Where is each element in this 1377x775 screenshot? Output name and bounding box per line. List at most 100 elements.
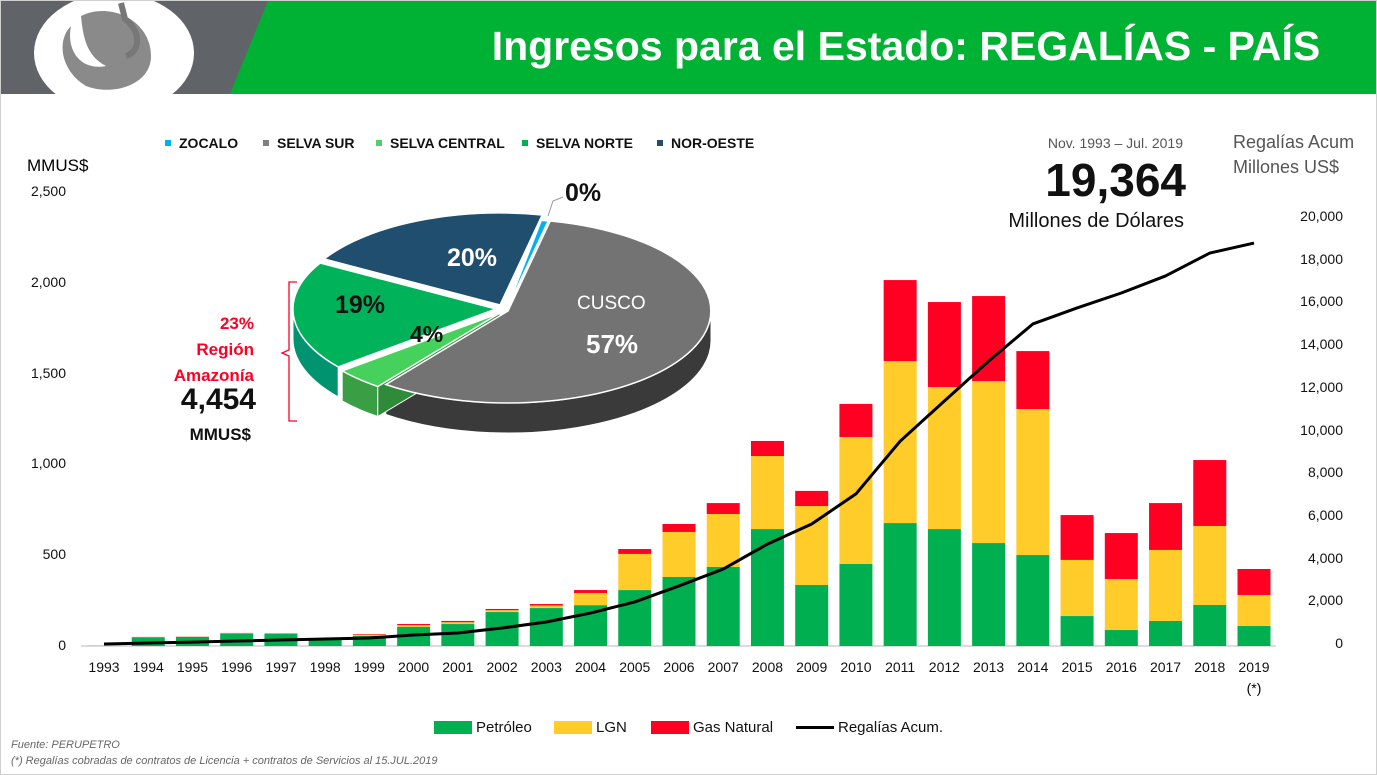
- bar-gas-natural-2006: [662, 523, 696, 532]
- bar-lgn-2007: [706, 513, 740, 568]
- x-tick-label: 2016: [1105, 659, 1137, 675]
- bar-petróleo-2015: [1060, 616, 1094, 646]
- x-tick-label: 2007: [707, 659, 739, 675]
- x-tick-label: 2017: [1149, 659, 1182, 675]
- legend-swatch: [522, 140, 528, 146]
- bar-gas-natural-1999: [352, 634, 386, 635]
- x-tick-label: 1996: [221, 659, 253, 675]
- bar-lgn-2001: [441, 622, 475, 625]
- x-tick-label: 1994: [132, 659, 164, 675]
- legend-swatch: [651, 721, 689, 734]
- y2-tick-label: 16,000: [1300, 293, 1343, 310]
- source-note: Fuente: PERUPETRO: [11, 739, 120, 751]
- y-axis-title: MMUS$: [27, 156, 89, 175]
- pie-slice-selva-norte: [292, 262, 499, 368]
- pie-legend-item: SELVA SUR: [263, 135, 355, 151]
- legend-swatch: [434, 721, 472, 734]
- bar-lgn-2014: [1016, 409, 1050, 556]
- pie-slice-zocalo: [505, 219, 550, 312]
- y-tick-label: 1,500: [30, 364, 66, 381]
- x-tick-label: 2002: [486, 659, 518, 675]
- footnote: (*) Regalías cobradas de contratos de Li…: [11, 755, 438, 767]
- x-tick-label: 2006: [663, 659, 695, 675]
- bar-petróleo-2010: [839, 563, 873, 646]
- x-tick-label: 2014: [1017, 659, 1049, 675]
- x-tick-label: 1993: [88, 659, 120, 675]
- pie-label-selva-central: 4%: [410, 321, 444, 347]
- amazonia-line2: Amazonía: [173, 366, 254, 385]
- bar-lgn-2012: [927, 387, 961, 530]
- bar-petróleo-1998: [308, 638, 342, 646]
- bar-gas-natural-2010: [839, 403, 873, 437]
- bar-gas-natural-2019: [1237, 569, 1271, 595]
- bar-petróleo-2009: [795, 584, 829, 646]
- bar-petróleo-2017: [1149, 620, 1183, 646]
- bar-petróleo-2014: [1016, 555, 1050, 646]
- pie-slice-cusco: [384, 220, 712, 404]
- bar-lgn-2017: [1149, 549, 1183, 621]
- x-tick-label: 2003: [530, 659, 562, 675]
- pie-legend-item: SELVA NORTE: [522, 135, 633, 151]
- legend-item: Regalías Acum.: [796, 719, 943, 736]
- pie-label-cusco-name: CUSCO: [577, 293, 646, 314]
- y-tick-label: 2,500: [30, 183, 66, 199]
- x-tick-label: 2018: [1194, 659, 1226, 675]
- amazonia-line1: Región: [196, 340, 254, 359]
- legend-label: SELVA NORTE: [536, 135, 633, 151]
- legend-swatch: [796, 726, 834, 729]
- bar-gas-natural-2004: [574, 590, 608, 593]
- bar-petróleo-2019: [1237, 626, 1271, 646]
- bar-gas-natural-2018: [1193, 460, 1227, 526]
- bar-petróleo-2018: [1193, 604, 1227, 646]
- bar-petróleo-2013: [972, 543, 1006, 646]
- bar-petróleo-1999: [352, 636, 386, 646]
- y2-tick-label: 4,000: [1307, 549, 1343, 566]
- y2-tick-label: 10,000: [1300, 421, 1343, 438]
- right-axis-title-2: Millones US$: [1233, 157, 1340, 177]
- amazonia-bracket: [280, 281, 297, 422]
- y2-tick-label: 6,000: [1307, 506, 1343, 523]
- x-tick-label: 2013: [973, 659, 1005, 675]
- legend-item: Petróleo: [434, 719, 532, 736]
- bar-gas-natural-2001: [441, 620, 475, 623]
- pie-legend-item: NOR-OESTE: [657, 135, 754, 151]
- bar-lgn-2006: [662, 531, 696, 577]
- bar-gas-natural-2017: [1149, 503, 1183, 550]
- amazonia-pct: 23%: [219, 314, 254, 333]
- x-tick-label: 2010: [840, 659, 872, 675]
- legend-label: SELVA SUR: [277, 135, 355, 151]
- x-tick-label: 2015: [1061, 659, 1093, 675]
- x-tick-label: 1995: [176, 659, 209, 675]
- x-tick-label: 1999: [353, 659, 385, 675]
- x-tick-label: 2008: [751, 659, 784, 675]
- x-tick-label: 2009: [796, 659, 828, 675]
- legend-swatch: [554, 721, 592, 734]
- bar-petróleo-2016: [1104, 630, 1138, 646]
- y2-tick-label: 0: [1335, 635, 1343, 651]
- x-tick-label: 2001: [442, 659, 474, 675]
- bar-lgn-2000: [397, 625, 431, 627]
- amazonia-unit: MMUS$: [189, 425, 251, 444]
- x-tick-label: 2011: [885, 659, 916, 675]
- y2-tick-label: 20,000: [1300, 208, 1343, 224]
- bar-lgn-2002: [485, 610, 519, 613]
- legend-label: ZOCALO: [179, 135, 239, 151]
- y2-tick-label: 14,000: [1300, 336, 1343, 353]
- y-tick-label: 1,000: [30, 455, 66, 472]
- bar-gas-natural-2007: [706, 503, 740, 514]
- bar-petróleo-2011: [883, 523, 917, 646]
- x-tick-label: 2000: [398, 659, 430, 675]
- bar-petróleo-2003: [529, 608, 563, 646]
- header-green-band: [230, 1, 1376, 94]
- bar-gas-natural-2008: [750, 440, 784, 457]
- legend-label: NOR-OESTE: [671, 135, 755, 151]
- legend-item: Gas Natural: [651, 719, 773, 736]
- legend-label: Petróleo: [476, 719, 532, 736]
- x-tick-label: 2012: [928, 659, 960, 675]
- total-unit: Millones de Dólares: [1008, 210, 1184, 232]
- pie-label-cusco: 57%: [586, 329, 639, 359]
- amazonia-value: 4,454: [180, 383, 256, 416]
- bar-gas-natural-2005: [618, 549, 652, 554]
- pie-legend-item: SELVA CENTRAL: [376, 135, 505, 151]
